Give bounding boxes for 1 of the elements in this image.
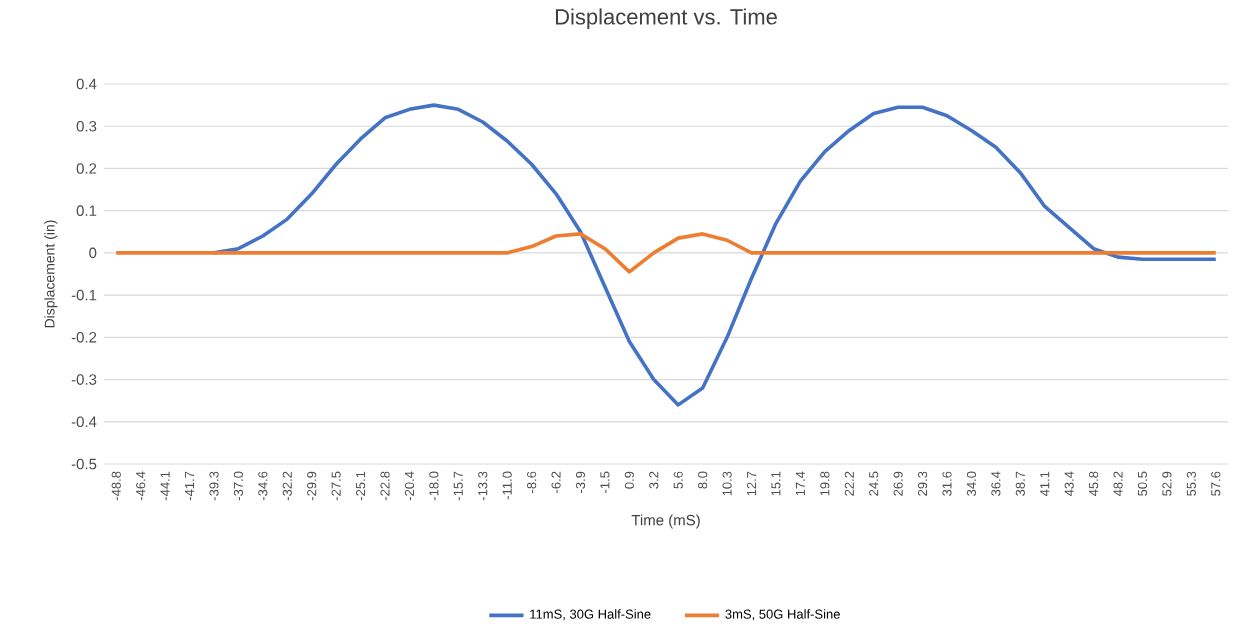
chart-title: Displacement vs. Time [555,8,777,29]
